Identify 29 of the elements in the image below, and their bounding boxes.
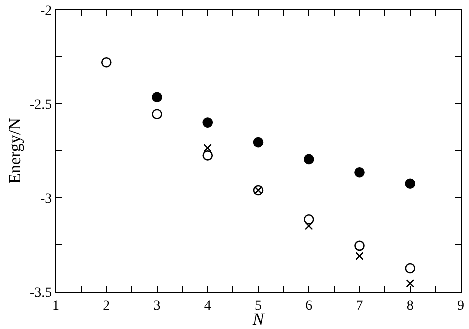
point [406,279,415,288]
x-tick-label: 1 [52,298,60,314]
x-tick-label: 8 [406,298,414,314]
point [304,222,314,230]
y-tick-label: -3.5 [30,286,52,301]
point [304,214,314,225]
point [152,92,162,103]
point [405,178,416,190]
point [202,118,214,128]
point [152,109,162,120]
y-tick-label: -3 [40,192,52,207]
x-tick-label: 7 [356,298,364,314]
point [101,57,112,68]
point [253,137,264,148]
point [204,144,212,152]
point [354,240,365,252]
x-tick-label: 9 [458,298,464,314]
point [405,263,416,274]
y-tick-label: -2.5 [30,98,52,113]
x-tick-label: 3 [154,298,161,314]
point [304,154,314,165]
x-tick-label: 6 [306,298,313,314]
x-tick-label: 4 [204,298,212,314]
point [202,150,214,161]
y-tick-label: -2 [40,4,52,19]
point [354,167,365,178]
x-tick-label: 2 [103,298,110,314]
y-axis-title: Energy/N [6,118,25,184]
point [356,252,364,260]
